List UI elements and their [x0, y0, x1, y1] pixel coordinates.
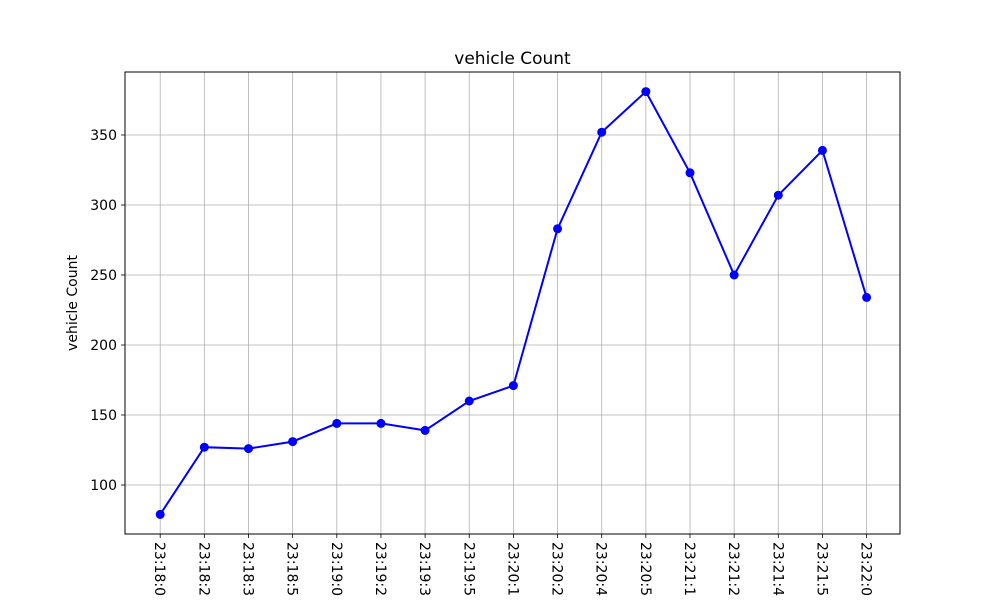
- grid-lines: [125, 72, 900, 534]
- data-point: [729, 270, 739, 280]
- x-tick-label: 23:18:2: [195, 542, 211, 596]
- data-point: [597, 127, 607, 137]
- data-point: [464, 396, 474, 406]
- data-point: [332, 418, 342, 428]
- x-tick-label: 23:19:3: [416, 542, 432, 596]
- chart-title: vehicle Count: [454, 49, 571, 69]
- data-point: [862, 292, 872, 302]
- series-vehicle-count: [155, 87, 872, 519]
- y-tick-label: 300: [90, 198, 117, 214]
- x-tick-label: 23:18:5: [284, 542, 300, 596]
- x-tick-label: 23:22:0: [858, 542, 874, 596]
- data-point: [376, 418, 386, 428]
- x-tick-label: 23:20:4: [593, 542, 609, 596]
- y-tick-label: 100: [90, 478, 117, 494]
- x-tick-label: 23:19:2: [372, 542, 388, 596]
- plot-area-frame: [124, 71, 901, 535]
- y-axis: 100 150 200 250 300 350: [90, 128, 125, 494]
- data-point: [420, 425, 430, 435]
- y-axis-label: vehicle Count: [65, 255, 81, 351]
- y-tick-label: 150: [90, 408, 117, 424]
- x-tick-label: 23:21:5: [813, 542, 829, 596]
- x-tick-label: 23:21:2: [725, 542, 741, 596]
- data-point: [288, 437, 298, 447]
- data-point: [553, 224, 563, 234]
- x-tick-label: 23:20:2: [549, 542, 565, 596]
- data-point: [155, 509, 165, 519]
- data-point: [685, 168, 695, 178]
- x-tick-label: 23:21:4: [769, 542, 785, 596]
- x-axis: 23:18:0 23:18:2 23:18:3 23:18:5 23:19:0 23:19…: [151, 534, 874, 596]
- data-point: [199, 442, 209, 452]
- x-tick-label: 23:18:0: [151, 542, 167, 596]
- y-tick-label: 200: [90, 338, 117, 354]
- data-point: [773, 190, 783, 200]
- y-tick-label: 250: [90, 268, 117, 284]
- x-tick-label: 23:19:5: [460, 542, 476, 596]
- data-point: [817, 145, 827, 155]
- y-tick-label: 350: [90, 128, 117, 144]
- data-point: [244, 444, 253, 454]
- data-point: [641, 87, 651, 97]
- data-point: [508, 381, 518, 391]
- x-tick-label: 23:21:1: [681, 542, 697, 596]
- x-tick-label: 23:18:3: [240, 542, 256, 596]
- x-tick-label: 23:20:5: [637, 542, 653, 596]
- x-tick-label: 23:19:0: [328, 542, 344, 596]
- x-tick-label: 23:20:1: [504, 542, 520, 596]
